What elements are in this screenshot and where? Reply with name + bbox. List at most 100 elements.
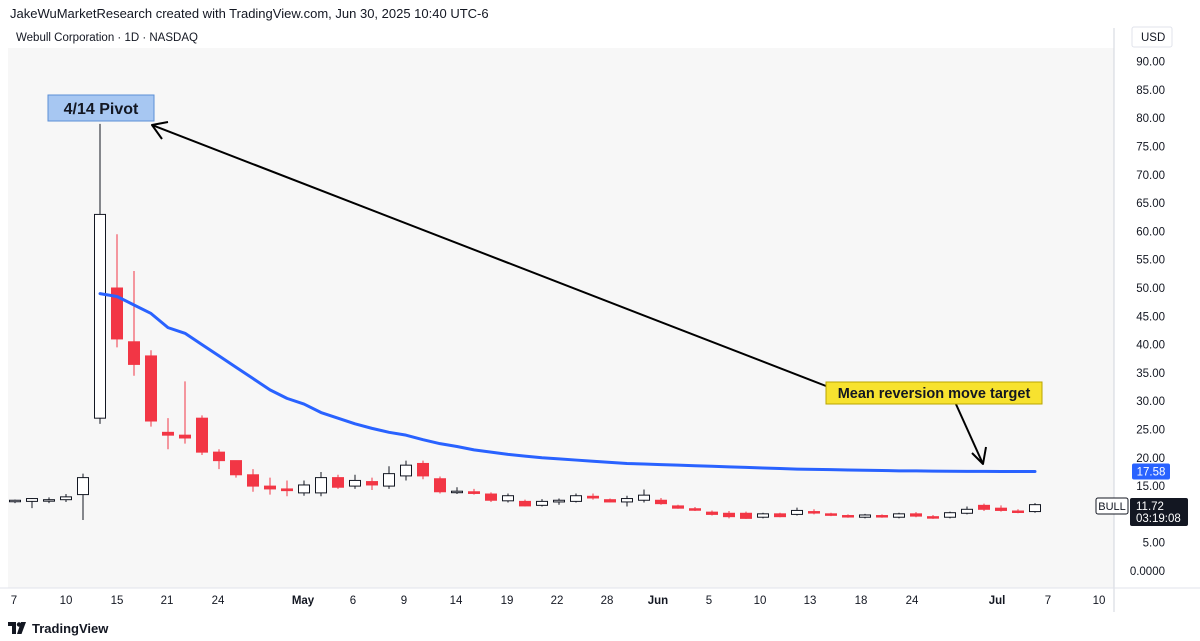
candle-body: [298, 484, 310, 494]
candle[interactable]: [536, 499, 548, 507]
candle[interactable]: [196, 415, 208, 455]
candle[interactable]: [553, 498, 565, 505]
candle[interactable]: [417, 460, 429, 480]
candle[interactable]: [621, 495, 633, 507]
candle[interactable]: [451, 487, 463, 495]
footer-brand[interactable]: TradingView: [8, 618, 108, 638]
candle-body: [655, 499, 667, 505]
candle-body: [315, 477, 327, 494]
candle[interactable]: [978, 503, 990, 512]
ma-price-tag: 17.58: [1132, 463, 1170, 480]
candle[interactable]: [1029, 503, 1041, 513]
candle-body: [400, 464, 412, 477]
candle[interactable]: [468, 488, 480, 495]
candle-body: [570, 495, 582, 502]
candle[interactable]: [77, 473, 89, 521]
candle[interactable]: [570, 493, 582, 503]
candle[interactable]: [910, 512, 922, 518]
candle[interactable]: [944, 511, 956, 519]
y-tick-label: 70.00: [1136, 170, 1165, 182]
moving-average-line[interactable]: [98, 292, 1037, 473]
x-tick-label: 15: [111, 595, 124, 607]
candle[interactable]: [366, 477, 378, 491]
candle[interactable]: [162, 418, 174, 450]
candle[interactable]: [264, 477, 276, 495]
candle[interactable]: [791, 507, 803, 516]
candle[interactable]: [808, 509, 820, 515]
candle[interactable]: [876, 514, 888, 518]
candle[interactable]: [519, 499, 531, 507]
target-label-box: [825, 381, 1043, 405]
candle[interactable]: [400, 460, 412, 481]
candle[interactable]: [298, 480, 310, 496]
y-tick-label: 20.00: [1136, 453, 1165, 465]
candle[interactable]: [349, 474, 361, 489]
pivot-label[interactable]: 4/14 Pivot: [47, 94, 155, 122]
candle-body: [672, 505, 684, 509]
candle[interactable]: [706, 510, 718, 516]
candle[interactable]: [927, 514, 939, 519]
candle[interactable]: [383, 466, 395, 489]
candle-body: [808, 511, 820, 514]
candle[interactable]: [723, 511, 735, 519]
candle-body: [706, 511, 718, 515]
candle-body: [927, 516, 939, 519]
candle-body: [944, 512, 956, 518]
candle[interactable]: [128, 271, 140, 376]
candle[interactable]: [434, 476, 446, 494]
currency-box[interactable]: [1131, 26, 1173, 48]
candle[interactable]: [655, 497, 667, 505]
plot-area: [8, 48, 1114, 588]
candle-body: [995, 507, 1007, 511]
candle[interactable]: [213, 449, 225, 470]
candle[interactable]: [893, 512, 905, 519]
candle[interactable]: [961, 506, 973, 515]
x-tick-label: 7: [1045, 595, 1051, 607]
candle[interactable]: [485, 492, 497, 502]
y-tick-label: 90.00: [1136, 57, 1165, 69]
candle[interactable]: [247, 469, 259, 492]
candle-body: [893, 513, 905, 518]
candle-body: [587, 495, 599, 499]
candle[interactable]: [842, 514, 854, 518]
candle-body: [774, 513, 786, 518]
candle[interactable]: [604, 498, 616, 503]
candle[interactable]: [26, 497, 38, 509]
candle[interactable]: [638, 489, 650, 503]
x-tick-label: 21: [161, 595, 174, 607]
candle-body: [621, 498, 633, 503]
candle[interactable]: [60, 494, 72, 502]
candle[interactable]: [43, 497, 55, 504]
target-label[interactable]: Mean reversion move target: [825, 381, 1043, 405]
candle[interactable]: [740, 511, 752, 519]
candle[interactable]: [94, 123, 106, 424]
candle[interactable]: [587, 493, 599, 500]
candle[interactable]: [9, 499, 21, 504]
candle[interactable]: [145, 350, 157, 427]
candle[interactable]: [672, 504, 684, 509]
candle[interactable]: [995, 505, 1007, 512]
currency-label[interactable]: USD: [1141, 32, 1165, 44]
candle[interactable]: [179, 381, 191, 444]
candle[interactable]: [332, 474, 344, 489]
candle[interactable]: [502, 493, 514, 503]
candle[interactable]: [111, 234, 123, 348]
candle-body: [604, 499, 616, 503]
candle-body: [468, 491, 480, 494]
y-tick-label: 50.00: [1136, 283, 1165, 295]
y-axis: 90.00 85.00 80.00 75.00 70.00 65.00 60.00 55.00…: [1130, 57, 1165, 578]
candle[interactable]: [689, 507, 701, 512]
y-tick-label: 5.00: [1143, 538, 1165, 550]
target-label-text: Mean reversion move target: [838, 386, 1031, 402]
candle[interactable]: [757, 512, 769, 519]
candle[interactable]: [825, 512, 837, 517]
candle[interactable]: [315, 471, 327, 497]
candle[interactable]: [774, 512, 786, 518]
candle[interactable]: [859, 513, 871, 519]
candle[interactable]: [281, 480, 293, 497]
candle[interactable]: [230, 460, 242, 478]
ticker-box: [1095, 497, 1129, 515]
candle[interactable]: [1012, 509, 1024, 514]
y-tick-label: 25.00: [1136, 425, 1165, 437]
